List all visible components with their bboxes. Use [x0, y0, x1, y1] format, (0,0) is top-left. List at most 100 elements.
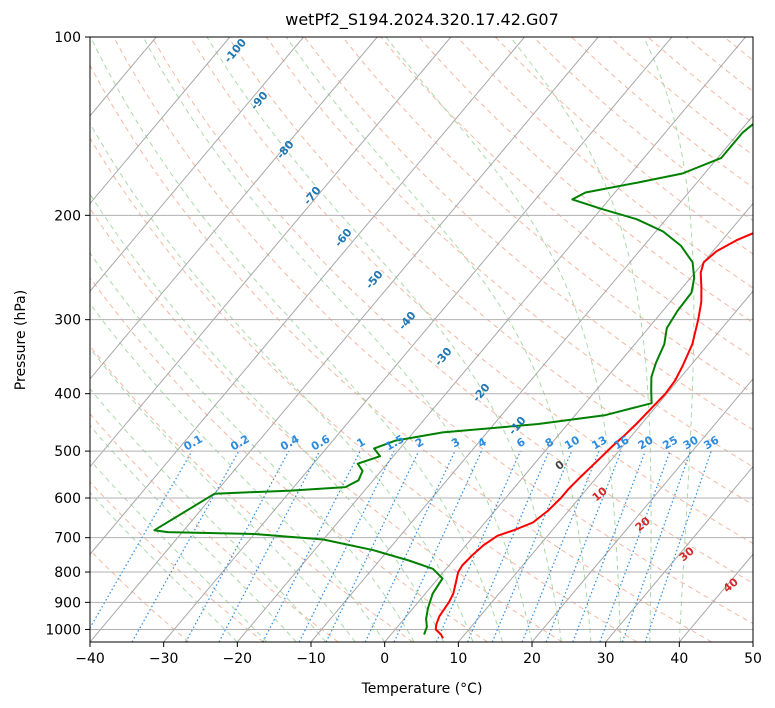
isotherm-line [236, 37, 746, 642]
background-lines [0, 37, 775, 642]
series-line-0 [434, 232, 753, 639]
mixing-ratio-label: 4 [476, 435, 489, 450]
mixing-ratio-label: 30 [681, 433, 701, 452]
moist-adiabat-label: -60 [332, 226, 355, 250]
moist-adiabat-line [90, 122, 474, 642]
mixing-ratio-line [435, 450, 521, 642]
dry-adiabat-line [265, 37, 753, 468]
isotherm-line [310, 115, 753, 642]
isotherm-line [90, 37, 452, 468]
y-axis-label: Pressure (hPa) [13, 290, 29, 390]
mixing-ratio-line [185, 450, 290, 642]
dry-adiabat-line [762, 37, 775, 642]
dry-adiabat-label: 10 [590, 484, 610, 504]
moist-adiabat-line [142, 37, 533, 642]
dry-adiabat-line [494, 37, 753, 255]
moist-adiabat-line [509, 37, 652, 642]
y-tick-label: 100 [54, 30, 81, 46]
dry-adiabat-label: 20 [633, 514, 653, 534]
moist-adiabat-label: -90 [248, 89, 271, 113]
dry-adiabat-line [113, 37, 753, 625]
mixing-ratio-label: 3 [449, 435, 462, 450]
dry-adiabat-line [90, 413, 339, 642]
dry-adiabat-line [90, 481, 264, 642]
mixing-ratio-label: 2 [413, 435, 426, 450]
y-tick-label: 200 [54, 208, 81, 224]
mixing-ratio-label: 1 [355, 435, 368, 450]
y-tick-label: 300 [54, 313, 81, 329]
y-tick-label: 800 [54, 565, 81, 581]
dry-adiabat-line [685, 37, 753, 93]
isotherm-line [163, 37, 673, 642]
moist-adiabat-label: -40 [396, 309, 419, 333]
isotherm-line [90, 37, 525, 556]
y-tick-label: 700 [54, 531, 81, 547]
moist-adiabat-label: -70 [301, 184, 324, 208]
moist-adiabat-line [90, 424, 297, 642]
mixing-ratio-label: 20 [636, 433, 656, 452]
mixing-ratio-label: 0.6 [309, 432, 333, 453]
dry-adiabat-line [647, 37, 753, 124]
isotherm-line [752, 641, 753, 642]
chart-title: wetPf2_S194.2024.320.17.42.G07 [285, 10, 559, 30]
dry-adiabat-line [90, 549, 190, 642]
dry-adiabat-line [189, 37, 753, 545]
y-tick-label: 500 [54, 444, 81, 460]
y-tick-label: 600 [54, 491, 81, 507]
mixing-ratio-line [644, 450, 712, 642]
x-tick-label: 10 [449, 651, 467, 667]
moist-adiabat-line [90, 252, 415, 642]
moist-adiabat-line [90, 459, 268, 642]
moist-adiabat-label: -100 [221, 36, 249, 66]
dry-adiabat-line [90, 64, 712, 642]
x-axis-label: Temperature (°C) [361, 681, 483, 697]
y-tick-label: 900 [54, 595, 81, 611]
moist-adiabat-line [90, 347, 356, 642]
dry-adiabat-line [456, 37, 753, 289]
dry-adiabat-line [227, 37, 753, 506]
mixing-ratio-label: 6 [514, 435, 527, 450]
isotherm-line [457, 290, 753, 642]
moist-adiabat-line [385, 37, 621, 642]
moist-adiabat-line [90, 302, 386, 642]
mixing-ratio-line [621, 450, 692, 642]
mixing-ratio-label: 0.4 [278, 432, 302, 453]
isotherm-line [605, 465, 753, 642]
y-tick-label: 1000 [45, 622, 81, 638]
mixing-ratio-label: 8 [543, 435, 556, 450]
x-tick-label: −10 [296, 651, 326, 667]
isotherm-line [90, 37, 599, 642]
moist-adiabat-label: -10 [506, 414, 529, 438]
mixing-ratio-label: 16 [612, 433, 632, 452]
inline-labels: 0.1 0.2 0.4 0.6 1 1.5 2 3 4 6 8 10 13 16 20 25 30 3610203… [181, 36, 741, 595]
mixing-ratio-line [599, 450, 671, 642]
dry-adiabat-line [342, 37, 753, 394]
dry-adiabat-label: 40 [721, 575, 741, 595]
dry-adiabat-label: 30 [677, 544, 697, 564]
mixing-ratio-line [262, 450, 361, 642]
dry-adiabat-line [418, 37, 753, 324]
dry-adiabat-line [151, 37, 753, 584]
mixing-ratio-line [491, 450, 573, 642]
x-tick-label: 20 [523, 651, 541, 667]
x-tick-label: 0 [380, 651, 389, 667]
mixing-ratio-line [393, 450, 483, 642]
isotherm-line [384, 202, 753, 642]
moist-adiabat-line [90, 37, 503, 642]
x-tick-label: −20 [223, 651, 253, 667]
series-layer [153, 122, 753, 639]
series-line-1 [153, 122, 753, 635]
dry-adiabat-line [90, 276, 488, 642]
dry-adiabat-line [90, 137, 638, 642]
moist-adiabat-line [206, 37, 562, 642]
mixing-ratio-label: 0.1 [181, 432, 204, 453]
isotherm-line [90, 37, 304, 292]
moist-adiabat-label: -20 [470, 381, 493, 405]
dry-adiabat-line [380, 37, 753, 359]
isotherm-line [90, 37, 231, 205]
mixing-ratio-line [90, 450, 193, 629]
mixing-ratio-label: 25 [660, 433, 680, 452]
isotherm-line [0, 37, 9, 642]
plot-frame [89, 36, 754, 643]
